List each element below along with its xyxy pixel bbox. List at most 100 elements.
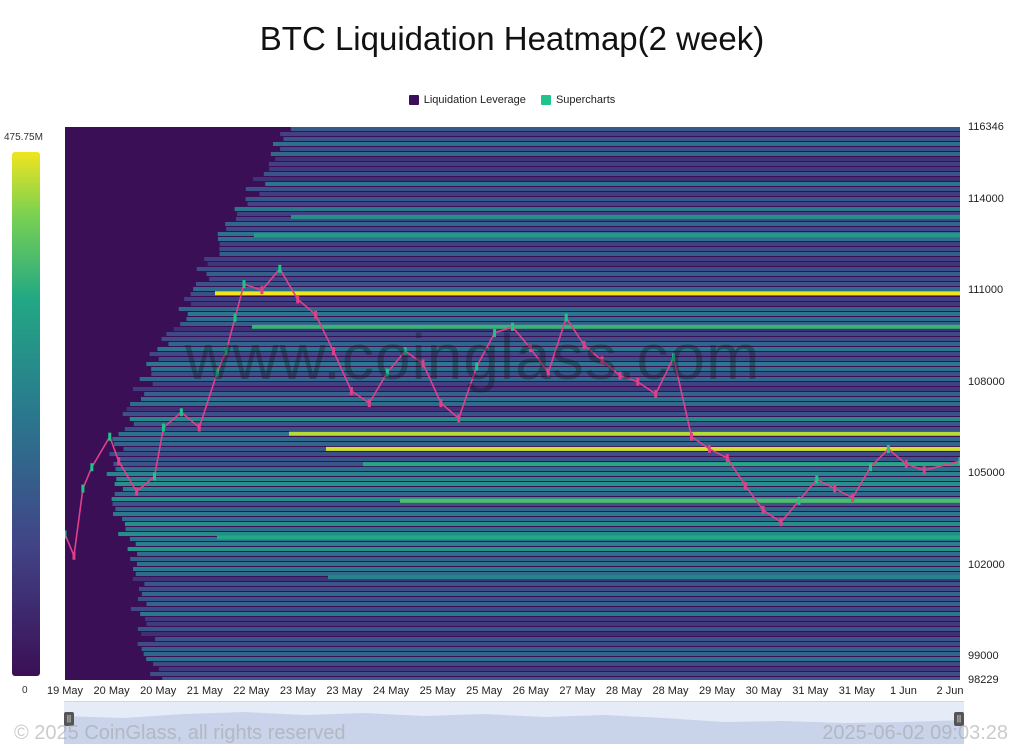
heatmap-band xyxy=(187,312,960,316)
price-candle xyxy=(797,496,801,505)
heatmap-band xyxy=(117,457,960,461)
heatmap-band xyxy=(139,377,960,381)
heatmap-band xyxy=(196,267,960,271)
price-candle xyxy=(958,457,960,466)
heatmap-band xyxy=(137,627,960,631)
x-tick-label: 2 Jun xyxy=(936,685,964,697)
price-candle xyxy=(81,484,85,493)
range-navigator[interactable]: || || xyxy=(64,701,964,744)
heatmap-band xyxy=(168,342,960,346)
heatmap-band xyxy=(204,257,960,261)
heatmap-band xyxy=(112,437,960,441)
heatmap-band xyxy=(219,247,960,251)
heatmap-band xyxy=(129,417,960,421)
heatmap-band xyxy=(133,422,960,426)
price-candle xyxy=(117,457,121,466)
y-tick-label: 99000 xyxy=(968,650,999,663)
legend-item-liquidation-leverage[interactable]: Liquidation Leverage xyxy=(408,94,526,106)
heatmap-band xyxy=(245,187,960,191)
liquidation-level-band xyxy=(328,575,960,580)
price-candle xyxy=(457,414,461,423)
y-tick-label: 116346 xyxy=(968,121,1004,133)
price-candle xyxy=(242,280,246,289)
heatmap-band xyxy=(109,452,960,456)
heatmap-band xyxy=(195,282,960,286)
heatmap-band xyxy=(259,192,960,196)
heatmap-band xyxy=(178,307,960,311)
heatmap-band xyxy=(234,207,960,211)
heatmap-band xyxy=(273,142,960,146)
heatmap-band xyxy=(106,472,960,476)
navigator-right-handle[interactable]: || xyxy=(954,712,964,726)
heatmap-band xyxy=(116,477,960,481)
heatmap-band xyxy=(114,482,960,486)
heatmap-band xyxy=(190,302,960,306)
price-candle xyxy=(197,423,201,432)
colorbar-min-label: 0 xyxy=(22,685,28,696)
x-tick-label: 22 May xyxy=(233,685,270,697)
price-candle xyxy=(511,322,514,331)
navigator-left-handle[interactable]: || xyxy=(64,712,74,726)
heatmap-band xyxy=(173,327,960,331)
x-tick-label: 30 May xyxy=(745,685,782,697)
price-candle xyxy=(886,444,890,453)
y-tick-label: 105000 xyxy=(968,467,1005,480)
heatmap-band xyxy=(146,622,960,626)
price-candle xyxy=(690,432,693,441)
heatmap-plot-area[interactable] xyxy=(65,127,960,680)
heatmap-band xyxy=(158,357,960,361)
y-tick-label: 108000 xyxy=(968,375,1005,388)
x-tick-label: 20 May xyxy=(140,685,177,697)
liquidation-level-band xyxy=(289,431,960,436)
y-axis: 116346 114000 111000 108000 105000 102000 9900… xyxy=(962,118,1024,698)
y-tick-label: 114000 xyxy=(968,192,1004,205)
x-tick-label: 31 May xyxy=(792,685,829,697)
heatmap-band xyxy=(135,542,960,546)
heatmap-band xyxy=(152,382,960,386)
price-candle xyxy=(922,466,926,475)
price-candle xyxy=(815,475,819,484)
price-candle xyxy=(108,432,112,441)
heatmap-band xyxy=(112,502,960,506)
legend-item-supercharts[interactable]: Supercharts xyxy=(540,94,616,106)
heatmap-band xyxy=(144,392,960,396)
heatmap-band xyxy=(132,387,960,391)
price-candle xyxy=(528,344,532,353)
colorbar xyxy=(12,152,40,676)
heatmap-band xyxy=(162,677,960,680)
heatmap-band xyxy=(137,597,960,601)
x-tick-label: 27 May xyxy=(559,685,596,697)
chart-legend: Liquidation Leverage Supercharts xyxy=(0,94,1024,108)
price-candle xyxy=(278,264,282,273)
heatmap-band xyxy=(155,637,960,641)
heatmap-band xyxy=(122,517,960,521)
price-candle xyxy=(367,399,371,408)
heatmap-band xyxy=(268,162,960,166)
price-candle xyxy=(493,328,497,337)
heatmap-band xyxy=(141,632,960,636)
price-candle xyxy=(833,484,837,493)
heatmap-band xyxy=(146,657,960,661)
timestamp-text: 2025-06-02 09:03:28 xyxy=(822,722,1008,744)
heatmap-band xyxy=(219,252,960,256)
price-candle xyxy=(600,356,604,365)
x-tick-label: 24 May xyxy=(373,685,410,697)
heatmap-band xyxy=(146,362,960,366)
heatmap-band xyxy=(184,297,960,301)
heatmap-band xyxy=(236,217,960,221)
heatmap-band xyxy=(125,527,960,531)
heatmap-band xyxy=(209,277,960,281)
x-tick-label: 29 May xyxy=(699,685,736,697)
heatmap-band xyxy=(127,547,960,551)
x-tick-label: 31 May xyxy=(838,685,875,697)
heatmap-band xyxy=(113,512,960,516)
heatmap-band xyxy=(146,602,960,606)
heatmap-band xyxy=(245,197,960,201)
x-tick-label: 28 May xyxy=(605,685,642,697)
price-candle xyxy=(582,341,586,350)
heatmap-band xyxy=(115,507,960,511)
heatmap-band xyxy=(219,242,960,246)
legend-label-supercharts: Supercharts xyxy=(555,94,616,106)
liquidation-level-band xyxy=(400,498,960,503)
price-candle xyxy=(332,347,335,356)
